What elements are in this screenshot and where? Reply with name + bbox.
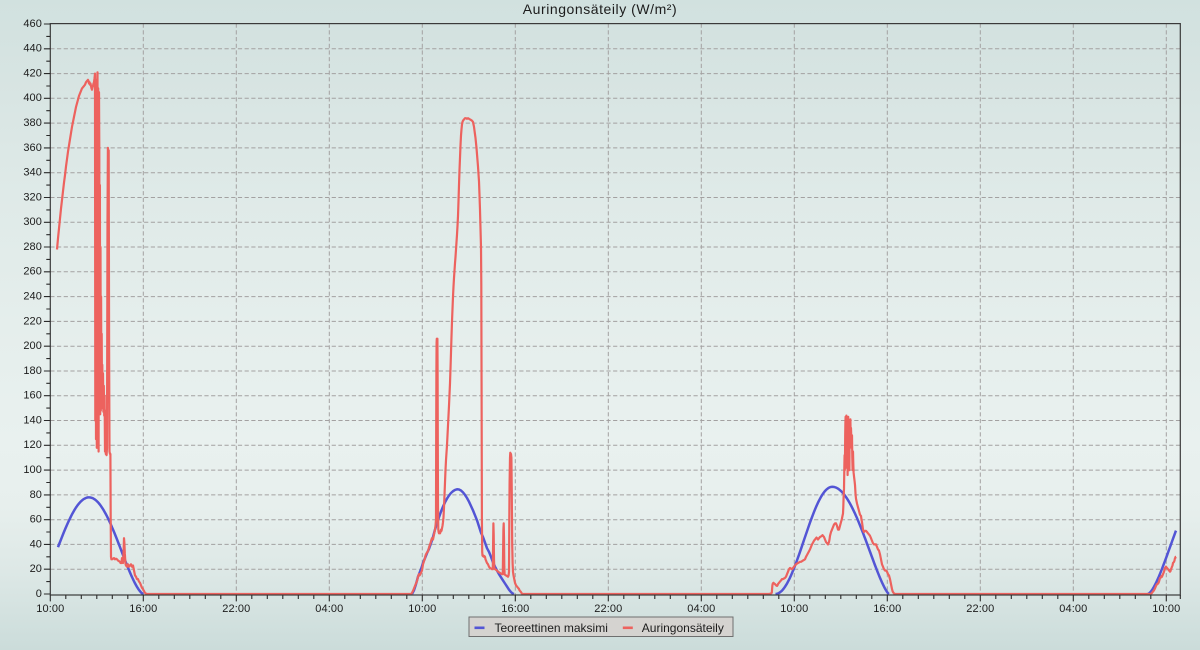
svg-text:380: 380 — [23, 117, 42, 129]
svg-text:16:00: 16:00 — [129, 603, 157, 615]
svg-text:Teoreettinen maksimi: Teoreettinen maksimi — [495, 621, 608, 635]
svg-text:160: 160 — [23, 390, 42, 402]
svg-text:280: 280 — [23, 241, 42, 253]
svg-text:04:00: 04:00 — [315, 603, 343, 615]
svg-text:260: 260 — [23, 266, 42, 278]
svg-text:240: 240 — [23, 291, 42, 303]
svg-text:140: 140 — [23, 414, 42, 426]
svg-text:220: 220 — [23, 315, 42, 327]
svg-text:22:00: 22:00 — [966, 603, 994, 615]
svg-text:22:00: 22:00 — [594, 603, 622, 615]
svg-text:420: 420 — [23, 68, 42, 80]
svg-text:16:00: 16:00 — [873, 603, 901, 615]
svg-text:440: 440 — [23, 43, 42, 55]
svg-text:100: 100 — [23, 464, 42, 476]
svg-text:Auringonsäteily: Auringonsäteily — [642, 621, 724, 635]
svg-text:10:00: 10:00 — [36, 603, 64, 615]
svg-text:20: 20 — [30, 563, 42, 575]
svg-text:180: 180 — [23, 365, 42, 377]
svg-text:40: 40 — [30, 538, 42, 550]
svg-text:320: 320 — [23, 191, 42, 203]
svg-text:Auringonsäteily (W/m²): Auringonsäteily (W/m²) — [523, 1, 677, 17]
svg-text:60: 60 — [30, 514, 42, 526]
svg-text:04:00: 04:00 — [1059, 603, 1087, 615]
svg-text:460: 460 — [23, 18, 42, 30]
svg-text:80: 80 — [30, 489, 42, 501]
svg-text:360: 360 — [23, 142, 42, 154]
svg-text:22:00: 22:00 — [222, 603, 250, 615]
svg-text:10:00: 10:00 — [780, 603, 808, 615]
svg-text:0: 0 — [36, 588, 42, 600]
svg-text:400: 400 — [23, 92, 42, 104]
svg-text:120: 120 — [23, 439, 42, 451]
svg-text:340: 340 — [23, 167, 42, 179]
svg-text:04:00: 04:00 — [687, 603, 715, 615]
svg-text:300: 300 — [23, 216, 42, 228]
svg-text:10:00: 10:00 — [408, 603, 436, 615]
svg-text:16:00: 16:00 — [501, 603, 529, 615]
svg-text:200: 200 — [23, 340, 42, 352]
svg-text:10:00: 10:00 — [1152, 603, 1180, 615]
